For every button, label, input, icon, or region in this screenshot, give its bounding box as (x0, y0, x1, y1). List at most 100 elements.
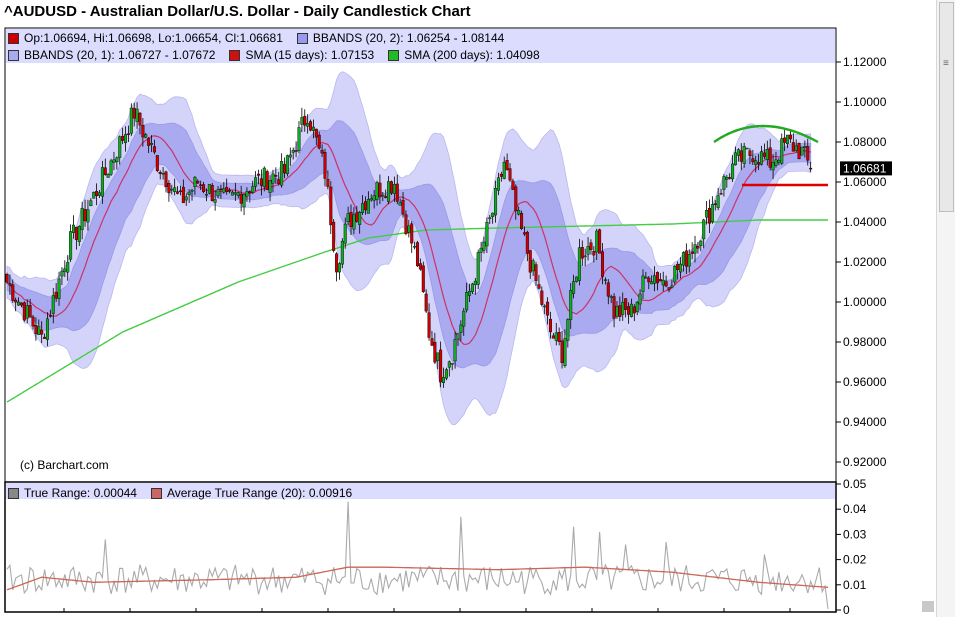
candle-body (343, 223, 347, 244)
candle-body (395, 183, 399, 202)
candle-body (37, 326, 41, 335)
candle-body (355, 212, 359, 222)
legend-true-range: True Range: 0.00044 (8, 486, 137, 500)
candle-body (595, 230, 599, 253)
legend-true-range-text: True Range: 0.00044 (24, 486, 137, 500)
candle-body (190, 189, 194, 192)
candle-body (681, 252, 685, 266)
candle-body (228, 189, 232, 192)
candle-body (222, 188, 226, 193)
candle-body (181, 186, 185, 204)
candle-body (586, 246, 590, 255)
last-price-badge (840, 161, 892, 176)
candle-body (606, 282, 610, 297)
candle-body (496, 177, 500, 191)
candle-body (421, 265, 425, 292)
candle-body (233, 192, 237, 195)
candle-body (661, 279, 665, 286)
credit-text: (c) Barchart.com (20, 458, 109, 472)
candle-body (444, 369, 448, 379)
candle-body (202, 184, 206, 192)
candle-body (178, 190, 182, 192)
candle-body (702, 219, 706, 240)
legend-sma15-text: SMA (15 days): 1.07153 (245, 48, 375, 62)
candle-body (479, 247, 483, 253)
candle-body (118, 136, 122, 158)
candle-body (748, 150, 752, 156)
candle-body (317, 134, 321, 149)
candle-body (329, 186, 333, 226)
candle-body (456, 333, 460, 340)
candle-body (11, 284, 15, 301)
candle-body (274, 175, 278, 177)
candle-body (563, 338, 567, 367)
candle-body (54, 291, 58, 299)
scrollbar-thumb[interactable]: ≡ (939, 2, 954, 212)
candle-body (349, 212, 353, 227)
scrollbar-grip-icon: ≡ (943, 58, 949, 69)
candle-body (398, 202, 402, 206)
y-tick-label: 1.00000 (843, 295, 887, 309)
y-tick-label: 1.06000 (843, 175, 887, 189)
candle-body (809, 167, 813, 170)
y-tick-label: 1.10000 (843, 95, 887, 109)
candle-body (45, 318, 49, 340)
candle-body (465, 292, 469, 311)
candle-body (436, 352, 440, 361)
chart-title: ^AUDUSD - Australian Dollar/U.S. Dollar … (4, 3, 471, 20)
candle-body (713, 203, 717, 205)
candle-body (150, 143, 154, 145)
legend-ohlc-text: Op:1.06694, Hi:1.06698, Lo:1.06654, Cl:1… (24, 31, 283, 45)
candle-body (372, 195, 376, 201)
candle-body (548, 318, 552, 333)
candle-body (40, 329, 44, 335)
candle-body (254, 177, 258, 187)
candle-body (389, 181, 393, 194)
y-tick-label: 0.92000 (843, 455, 887, 469)
candle-body (306, 123, 310, 127)
legend-background (6, 29, 835, 63)
legend-bbands-1-text: BBANDS (20, 1): 1.06727 - 1.07672 (24, 48, 216, 62)
candle-body (450, 363, 454, 365)
resize-corner[interactable] (922, 601, 934, 612)
candle-body (427, 312, 431, 338)
candle-body (280, 161, 284, 186)
y-tick-label: 1.08000 (843, 135, 887, 149)
candle-body (470, 283, 474, 292)
legend-bbands-2-text: BBANDS (20, 2): 1.06254 - 1.08144 (312, 31, 505, 45)
annotation-green-arc (713, 124, 819, 144)
candle-body (609, 296, 613, 298)
candle-body (664, 281, 668, 287)
candle-body (265, 171, 269, 191)
candle-body (77, 225, 81, 242)
y-tick-label: 0.04 (843, 502, 867, 516)
vertical-scrollbar[interactable]: ≡ (936, 0, 955, 617)
legend-swatch (8, 49, 19, 61)
candle-body (731, 163, 735, 180)
candle-body (554, 332, 558, 341)
candle-body (699, 240, 703, 246)
candle-body (80, 208, 84, 230)
candle-body (644, 276, 648, 279)
candle-body (788, 134, 792, 140)
candle-body (476, 252, 480, 285)
candle-body (236, 192, 240, 196)
last-price-label: 1.06681 (843, 161, 887, 175)
candle-body (514, 186, 518, 212)
candle-body (257, 173, 261, 176)
candle-body (739, 150, 743, 162)
candle-body (592, 251, 596, 256)
candle-body (442, 377, 446, 383)
candle-body (135, 108, 139, 122)
y-tick-label: 0.03 (843, 527, 867, 541)
candle-body (684, 250, 688, 267)
candle-body (430, 338, 434, 346)
candle-body (424, 293, 428, 312)
true-range-plot: 0.05 0.04 0.03 0.02 0.01 0 (4, 477, 867, 617)
candle-body (161, 172, 165, 175)
candle-body (28, 305, 32, 318)
candle-body (225, 187, 229, 192)
candle-body (488, 217, 492, 219)
candle-body (696, 246, 700, 249)
candle-body (167, 182, 171, 194)
